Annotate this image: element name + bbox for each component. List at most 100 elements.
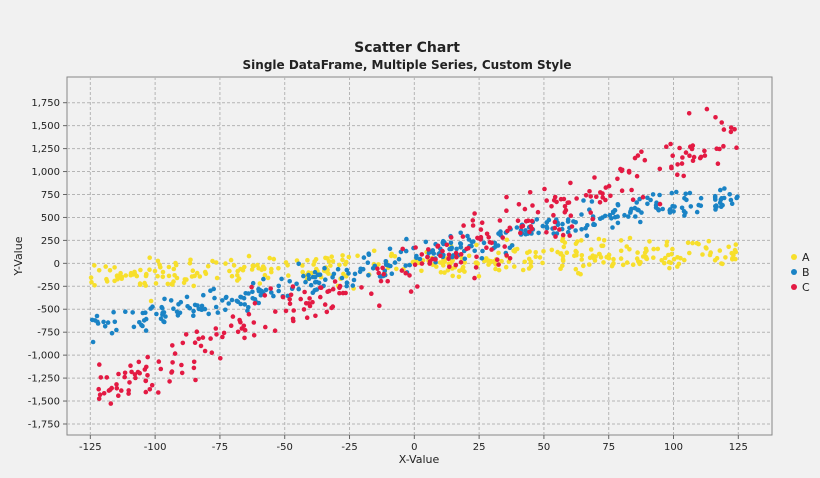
data-point-b [175,313,181,318]
data-point-a [601,238,607,243]
data-point-b [544,220,550,225]
data-point-b [346,271,351,276]
data-point-b [688,204,694,209]
data-point-c [519,224,524,230]
data-point-c [239,326,245,331]
data-point-c [447,264,452,270]
data-point-a [714,255,720,261]
data-point-a [540,260,545,266]
data-point-c [403,270,409,276]
data-point-a [732,247,738,253]
data-point-c [472,211,477,216]
y-tick-label: -1,750 [28,419,60,430]
data-point-c [713,115,718,120]
data-point-a [152,268,158,274]
x-tick-label: 25 [473,442,486,453]
data-point-b [634,200,639,205]
data-point-b [610,210,616,216]
data-point-c [677,145,682,151]
data-point-b [396,256,402,262]
data-point-a [197,274,203,279]
data-point-a [246,253,252,259]
data-point-a [675,254,680,260]
x-tick-label: -75 [212,442,228,453]
data-point-b [90,339,96,345]
data-point-b [392,260,398,265]
data-point-c [126,388,131,393]
data-point-c [504,208,509,213]
data-point-c [594,194,599,199]
data-point-c [500,235,506,240]
data-point-a [104,279,110,284]
data-point-c [583,193,589,198]
data-point-c [97,362,102,367]
data-point-a [174,275,180,281]
data-point-a [579,253,585,258]
y-tick-label: 250 [41,236,60,247]
data-point-b [669,190,675,196]
data-point-b [403,248,409,254]
data-point-b [636,207,641,213]
legend-label-a: A [802,251,810,264]
data-point-a [726,244,731,250]
data-point-b [312,269,318,275]
data-point-c [542,186,547,192]
data-point-b [471,239,476,244]
data-point-a [561,244,567,250]
data-point-a [112,278,117,284]
data-point-b [600,215,605,220]
data-point-c [200,335,206,340]
data-point-c [702,153,708,158]
data-point-b [235,299,241,305]
data-point-c [472,275,477,281]
data-point-a [655,246,661,252]
data-point-b [479,255,485,261]
data-point-c [588,210,593,215]
data-point-c [145,354,150,360]
data-point-b [573,220,578,225]
data-point-b [195,303,200,308]
data-point-b [728,197,734,203]
data-point-b [184,294,190,300]
data-point-a [305,257,310,263]
data-point-a [541,249,546,254]
data-point-a [528,260,533,266]
data-point-a [191,283,196,289]
data-point-c [273,309,278,314]
data-point-b [667,210,673,215]
data-point-c [183,332,189,337]
data-point-b [638,219,643,225]
data-point-c [686,111,692,116]
data-point-b [440,238,446,244]
data-point-a [171,266,177,272]
data-point-a [558,251,564,256]
data-point-b [727,192,732,197]
data-point-c [728,125,734,130]
data-point-a [611,261,616,266]
y-tick-label: 1,500 [31,121,60,132]
y-tick-label: 750 [41,190,60,201]
y-tick-label: 1,750 [31,98,60,109]
data-point-c [288,292,294,298]
data-point-b [102,324,108,329]
data-point-c [516,202,522,207]
data-point-a [107,268,113,273]
data-point-a [670,246,675,252]
data-point-b [650,192,656,197]
data-point-c [425,254,430,260]
data-point-a [442,270,447,275]
data-point-a [346,254,352,260]
data-point-a [214,275,220,281]
data-point-b [683,191,688,197]
data-point-b [252,297,258,302]
data-point-a [611,256,616,262]
data-point-c [664,144,669,149]
data-point-a [103,264,108,269]
y-tick-label: 0 [54,259,60,270]
data-point-c [530,203,535,208]
data-point-c [670,153,675,158]
data-point-a [642,250,648,256]
data-point-a [485,258,490,264]
data-point-c [518,230,523,236]
data-point-c [322,302,328,307]
